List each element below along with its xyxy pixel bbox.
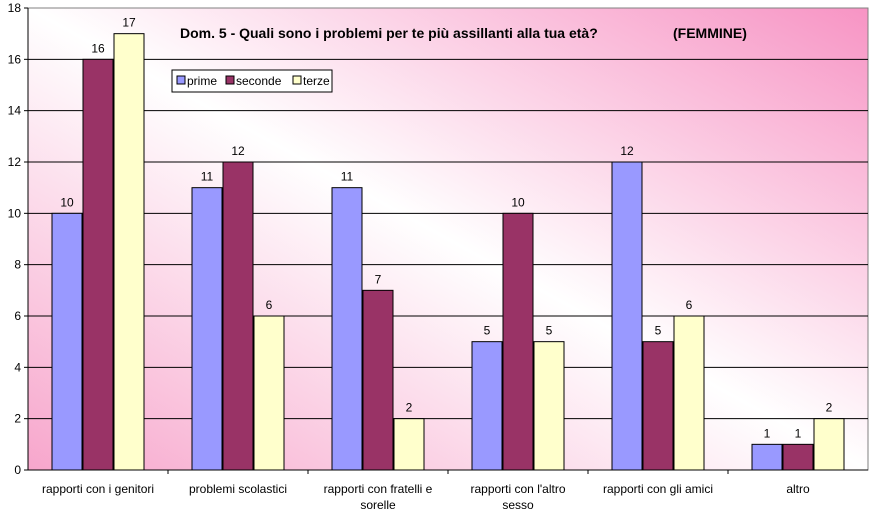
bar-terze (393, 418, 425, 471)
bar-terze (673, 315, 705, 471)
data-label: 11 (201, 170, 214, 184)
bar-seconde (82, 58, 114, 471)
x-tick-label: problemi scolastici (189, 482, 287, 496)
legend-swatch-terze (292, 75, 302, 85)
data-label: 16 (91, 41, 105, 55)
bar-prime (331, 187, 363, 471)
data-label: 2 (406, 401, 413, 415)
data-label: 1 (795, 426, 802, 440)
bar-prime (471, 341, 503, 471)
data-label: 5 (484, 324, 491, 338)
data-label: 11 (341, 170, 354, 184)
bar-seconde (362, 289, 394, 471)
chart-title: Dom. 5 - Quali sono i problemi per te pi… (180, 25, 598, 41)
y-tick-label: 12 (8, 155, 22, 169)
x-tick-label: rapporti con gli amici (603, 482, 713, 496)
x-tick-label: altro (786, 482, 810, 496)
data-label: 7 (375, 272, 382, 286)
bar-terze (813, 418, 845, 471)
bar-prime (51, 212, 83, 471)
bars (51, 33, 845, 471)
bar-seconde (782, 443, 814, 471)
bar-seconde (502, 212, 534, 471)
data-label: 10 (60, 195, 74, 209)
data-label: 10 (511, 195, 525, 209)
x-tick-label: rapporti con l'altro (470, 482, 565, 496)
legend: prime seconde terze (171, 69, 333, 93)
y-tick-label: 10 (8, 206, 22, 220)
bar-seconde (642, 341, 674, 471)
gridlines (28, 58, 868, 420)
x-tick-label: rapporti con fratelli e (324, 482, 433, 496)
legend-label-terze: terze (303, 74, 330, 88)
data-label: 5 (655, 324, 662, 338)
data-label: 6 (266, 298, 273, 312)
legend-label-seconde: seconde (236, 74, 282, 88)
x-axis: rapporti con i genitori problemi scolasti… (28, 469, 868, 512)
legend-swatch-seconde (225, 75, 235, 85)
y-tick-label: 0 (14, 463, 21, 477)
bar-terze (253, 315, 285, 471)
data-label: 12 (231, 144, 245, 158)
legend-box (171, 69, 333, 93)
y-tick-label: 18 (8, 1, 22, 15)
bar-prime (611, 161, 643, 471)
y-tick-label: 2 (14, 412, 21, 426)
y-tick-label: 4 (14, 360, 21, 374)
x-tick-label: sorelle (360, 498, 396, 512)
chart-subtitle: (FEMMINE) (673, 25, 747, 41)
bar-prime (751, 443, 783, 471)
data-label: 17 (122, 16, 136, 30)
y-axis: 0 2 4 6 8 10 12 14 16 18 (8, 1, 29, 477)
y-tick-label: 16 (8, 52, 22, 66)
y-tick-label: 6 (14, 309, 21, 323)
plot-area (27, 7, 869, 471)
bar-seconde (222, 161, 254, 471)
data-label: 2 (826, 401, 833, 415)
data-label: 6 (686, 298, 693, 312)
data-label: 5 (546, 324, 553, 338)
data-label: 1 (764, 426, 771, 440)
legend-swatch-prime (176, 75, 186, 85)
x-tick-label: rapporti con i genitori (42, 482, 154, 496)
bar-prime (191, 187, 223, 471)
data-label: 12 (620, 144, 634, 158)
legend-label-prime: prime (187, 74, 217, 88)
bar-terze (533, 341, 565, 471)
x-tick-label: sesso (502, 498, 534, 512)
bar-terze (113, 33, 145, 471)
y-tick-label: 14 (8, 104, 22, 118)
y-tick-label: 8 (14, 258, 21, 272)
